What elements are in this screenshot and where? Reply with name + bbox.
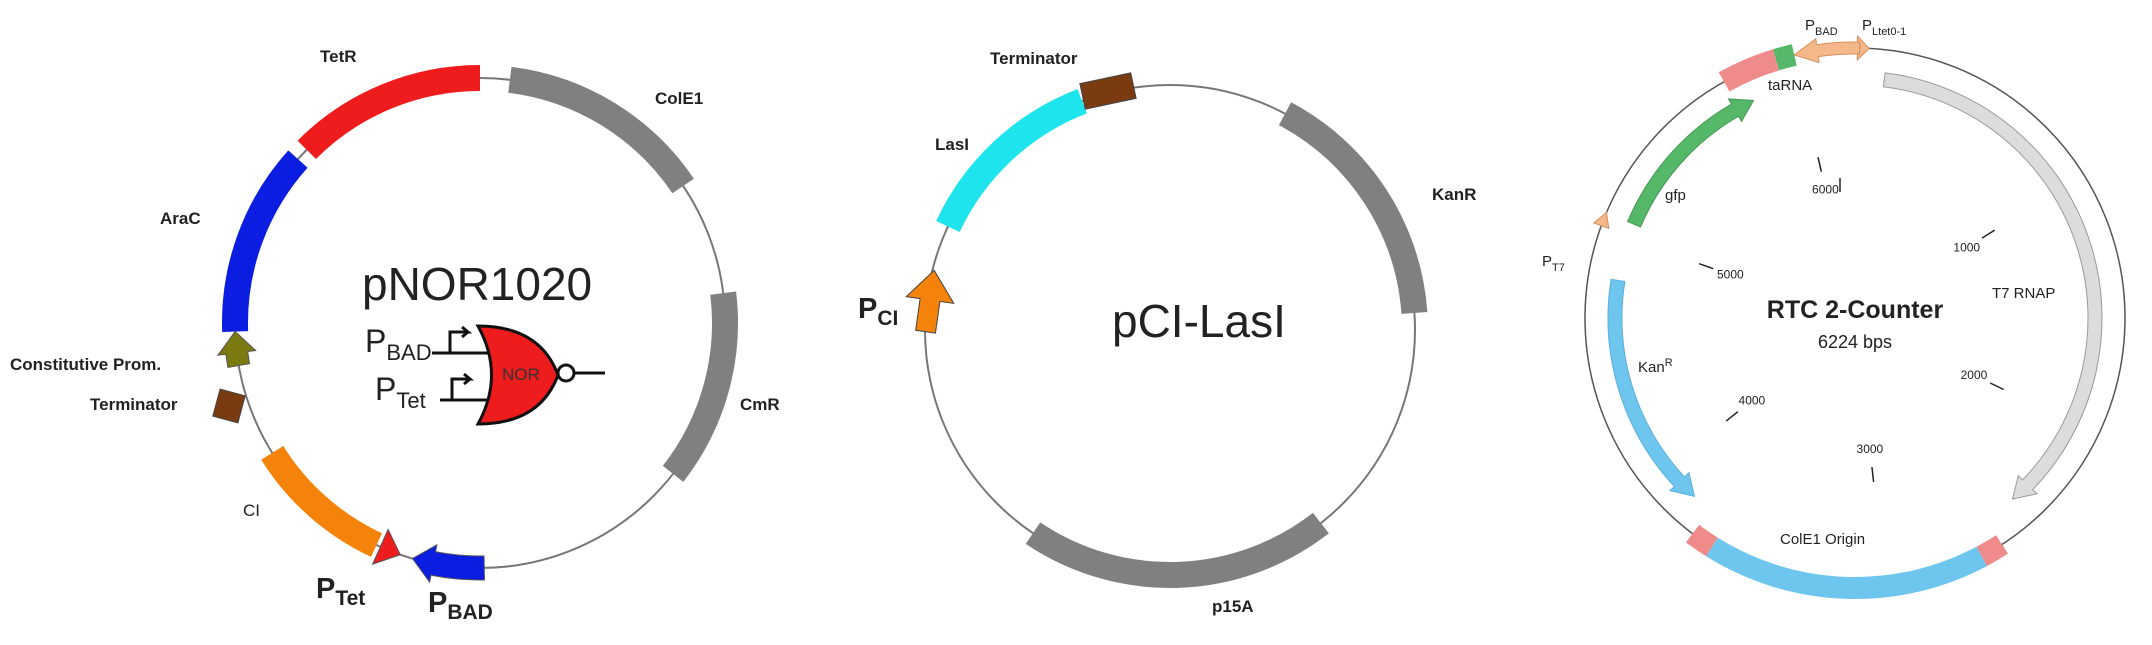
tarna-label: taRNA <box>1768 77 1812 94</box>
gfp-feature-arrow <box>1626 98 1755 228</box>
tarna-feature-pink <box>1718 49 1780 92</box>
gate-input-pbad-label: PBAD <box>365 323 432 365</box>
plasmid-pnor1020: TetR ColE1 AraC Constitutive Prom. Termi… <box>10 47 780 624</box>
terminator-label: Terminator <box>990 49 1078 68</box>
plasmid-pci-lasi: Terminator LasI KanR p15A PCI pCI-LasI <box>858 49 1476 616</box>
tick-label-4000: 4000 <box>1739 393 1766 407</box>
ci-label: CI <box>243 501 260 520</box>
tarna-feature-green <box>1772 44 1797 71</box>
tick-label-6000: 6000 <box>1812 182 1839 196</box>
nor-gate-label: NOR <box>502 365 540 384</box>
rtc-title: RTC 2-Counter <box>1767 296 1944 324</box>
pt7-label: PT7 <box>1542 253 1565 274</box>
tick-label-2000: 2000 <box>1961 368 1988 382</box>
ci-feature-arc <box>261 445 383 557</box>
ptet-promoter-arrow <box>371 528 401 566</box>
kanr-label: KanR <box>1432 185 1476 204</box>
kanr-feature-arrow <box>1607 278 1696 498</box>
pci-lasi-title: pCI-LasI <box>1112 295 1286 347</box>
ptet-label: PTet <box>316 573 365 610</box>
arac-feature-arc <box>222 150 308 332</box>
pbad-promoter-arrow <box>1793 37 1861 64</box>
tick-label-1000: 1000 <box>1953 241 1980 255</box>
nor-gate-body <box>475 324 560 426</box>
pltet-promoter-arrow <box>1856 34 1870 62</box>
cole1-origin-label: ColE1 Origin <box>1780 531 1865 548</box>
tick-label-5000: 5000 <box>1717 268 1744 282</box>
lasi-label: LasI <box>935 135 969 154</box>
lasi-feature-arc <box>936 89 1087 233</box>
kanr-label: KanR <box>1638 357 1673 376</box>
position-ticks: 1000 2000 3000 4000 5000 6000 <box>1698 157 2005 483</box>
constitutive-prom-label: Constitutive Prom. <box>10 355 161 374</box>
pnor1020-title: pNOR1020 <box>362 258 592 310</box>
arac-label: AraC <box>160 209 201 228</box>
cole1-origin-end-a <box>1976 535 2009 567</box>
tetr-feature-arc <box>297 65 481 160</box>
pbad-label: PBAD <box>1805 17 1838 38</box>
gate-input-ptet-label: PTet <box>375 371 426 413</box>
terminator-box <box>1079 72 1137 110</box>
terminator-label: Terminator <box>90 395 178 414</box>
tick-mark-1000 <box>1981 229 1996 239</box>
plasmid-rtc-2-counter: 1000 2000 3000 4000 5000 6000 PBAD PLtet0-1 P… <box>1542 17 2126 599</box>
pbad-label: PBAD <box>428 587 493 624</box>
kanr-feature-arc <box>1278 102 1428 314</box>
nor-gate-bubble <box>556 363 576 383</box>
tick-label-3000: 3000 <box>1857 442 1884 456</box>
cmr-label: CmR <box>740 395 780 414</box>
gfp-label: gfp <box>1665 187 1686 204</box>
tick-mark-3000 <box>1871 466 1875 483</box>
t7rnap-label: T7 RNAP <box>1992 285 2055 302</box>
p15a-label: p15A <box>1212 597 1254 616</box>
pci-label: PCI <box>858 293 898 330</box>
cole1-origin-end-b <box>1685 524 1718 557</box>
pbad-promoter-arrow <box>411 543 485 584</box>
t7rnap-feature-arrow <box>1882 72 2103 500</box>
cole1-origin-arc <box>1706 537 1987 599</box>
pci-promoter-arrow <box>905 269 955 334</box>
pltet-label: PLtet0-1 <box>1862 17 1906 38</box>
rtc-size: 6224 bps <box>1818 332 1892 352</box>
cole1-feature-arc <box>508 66 694 194</box>
p15a-feature-arc <box>1025 512 1329 588</box>
pt7-promoter-arrow <box>1592 211 1610 230</box>
tick-mark-5000 <box>1698 263 1714 270</box>
cmr-feature-arc <box>662 291 738 482</box>
tick-mark-6000 <box>1817 157 1823 172</box>
nor-gate-symbol: PBAD PTet NOR <box>365 323 605 426</box>
tick-mark-4000 <box>1725 411 1739 422</box>
constitutive-promoter-arrow <box>216 330 257 369</box>
cole1-label: ColE1 <box>655 89 703 108</box>
tick-mark-2000 <box>1989 382 2005 391</box>
terminator-box <box>212 388 246 424</box>
tetr-label: TetR <box>320 47 357 66</box>
